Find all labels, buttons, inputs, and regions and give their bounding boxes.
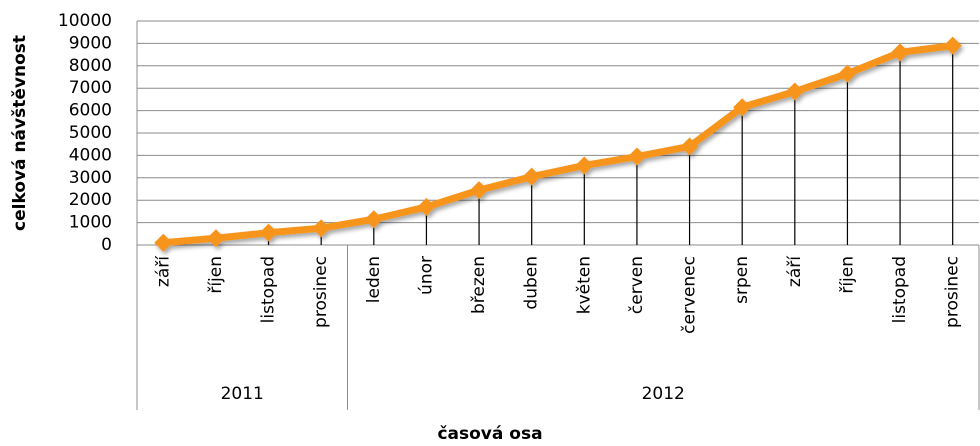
x-axis-title: časová osa — [437, 424, 542, 444]
y-axis-title: celková návštěvnost — [10, 35, 30, 231]
x-tick-label: únor — [416, 256, 436, 295]
x-tick-label: říjen — [206, 256, 226, 294]
x-tick-label: září — [153, 255, 173, 287]
x-tick-label: březen — [469, 256, 489, 314]
x-tick-label: duben — [522, 256, 542, 310]
x-tick-label: červen — [627, 256, 647, 314]
x-tick-label: říjen — [837, 256, 857, 294]
group-label: 2011 — [221, 384, 264, 404]
marker — [259, 223, 278, 242]
marker — [206, 229, 225, 248]
marker — [891, 43, 910, 62]
y-tick-label: 10000 — [58, 11, 112, 31]
group-label: 2012 — [642, 384, 685, 404]
y-tick-label: 3000 — [69, 168, 112, 188]
marker — [470, 181, 489, 200]
x-tick-label: prosinec — [943, 256, 963, 328]
marker — [627, 147, 646, 166]
x-tick-label: srpen — [732, 256, 752, 304]
x-tick-label: prosinec — [311, 256, 331, 328]
x-tick-label: listopad — [259, 256, 279, 323]
marker — [838, 64, 857, 83]
x-tick-label: červenec — [680, 256, 700, 334]
marker — [785, 82, 804, 101]
y-tick-label: 1000 — [69, 213, 112, 233]
x-tick-label: listopad — [890, 256, 910, 323]
marker — [312, 219, 331, 238]
x-tick-label: květen — [574, 256, 594, 314]
y-tick-label: 9000 — [69, 33, 112, 53]
marker — [154, 233, 173, 252]
marker — [733, 98, 752, 117]
marker — [417, 197, 436, 216]
y-tick-label: 7000 — [69, 78, 112, 98]
x-tick-label: září — [785, 255, 805, 287]
y-tick-label: 0 — [101, 235, 112, 255]
marker — [680, 137, 699, 156]
y-tick-label: 5000 — [69, 123, 112, 143]
marker — [522, 167, 541, 186]
series — [154, 36, 962, 252]
x-tick-label: leden — [364, 256, 384, 303]
y-tick-label: 8000 — [69, 56, 112, 76]
y-tick-label: 4000 — [69, 145, 112, 165]
marker — [364, 210, 383, 229]
line — [163, 42, 954, 247]
marker — [943, 36, 962, 55]
y-tick-label: 6000 — [69, 101, 112, 121]
marker — [575, 156, 594, 175]
y-tick-label: 2000 — [69, 190, 112, 210]
